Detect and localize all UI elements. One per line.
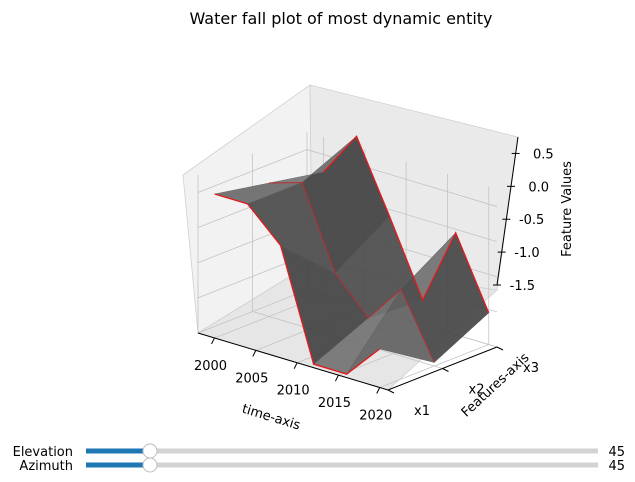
slider-label: Elevation [13, 445, 73, 460]
z-tick-label: 0.5 [533, 147, 554, 162]
x-tick-mark [376, 387, 381, 394]
slider-label: Azimuth [19, 459, 73, 474]
z-tick-label: 0.0 [528, 180, 549, 195]
surface [214, 135, 490, 375]
z-tick-label: -0.5 [519, 213, 544, 228]
x-tick-mark [293, 362, 298, 369]
x-tick-label: 2015 [318, 396, 351, 411]
slider-handle[interactable] [142, 443, 158, 459]
chart-title: Water fall plot of most dynamic entity [189, 9, 492, 28]
axes: 2000 2005 2010 2015 2020 x1 x2 x3 0.5 0.0 -0.5 -1.0… [194, 136, 554, 424]
slider-value: 45 [608, 445, 625, 460]
y-tick-label: x2 [469, 383, 485, 398]
slider-elevation[interactable]: Elevation 45 [13, 443, 625, 460]
x-tick-mark [252, 350, 257, 357]
view-sliders: Elevation 45 Azimuth 45 [13, 443, 625, 474]
waterfall-line-x2 [269, 181, 435, 363]
y-tick-mark [387, 389, 395, 394]
x-tick-label: 2020 [359, 409, 392, 424]
y-tick-label: x1 [414, 404, 430, 419]
y-tick-mark [496, 346, 504, 351]
z-axis-line [496, 136, 519, 286]
slider-handle[interactable] [142, 457, 158, 473]
z-gridline [197, 149, 498, 207]
x-tick-mark [334, 374, 339, 382]
z-axis-label: Feature Values [560, 161, 575, 257]
y-tick-label: x3 [523, 361, 539, 376]
x-axis-label: time-axis [240, 402, 302, 434]
z-tick-label: -1.0 [514, 246, 539, 261]
slider-azimuth[interactable]: Azimuth 45 [19, 457, 625, 474]
x-tick-mark [211, 337, 215, 345]
z-tick-label: -1.5 [510, 279, 535, 294]
waterfall-line-x3 [323, 135, 490, 314]
x-tick-label: 2010 [277, 384, 310, 399]
y-tick-mark [442, 368, 449, 372]
x-tick-label: 2005 [235, 371, 268, 386]
slider-value: 45 [608, 459, 625, 474]
x-axis-line [197, 332, 389, 391]
waterfall-line-x1 [214, 193, 381, 375]
x-tick-label: 2000 [194, 359, 227, 374]
